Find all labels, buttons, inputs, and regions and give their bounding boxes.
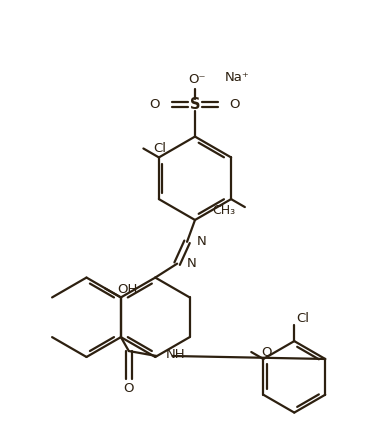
Text: O: O <box>261 346 272 359</box>
Text: N: N <box>187 257 197 270</box>
Text: Na⁺: Na⁺ <box>225 71 249 84</box>
Text: O: O <box>124 382 134 395</box>
Text: N: N <box>197 235 207 248</box>
Text: O: O <box>230 98 240 111</box>
Text: Cl: Cl <box>296 312 309 325</box>
Text: NH: NH <box>166 348 185 361</box>
Text: O⁻: O⁻ <box>188 74 206 87</box>
Text: CH₃: CH₃ <box>212 204 235 216</box>
Text: OH: OH <box>117 283 137 296</box>
Text: S: S <box>190 97 200 112</box>
Text: Cl: Cl <box>153 142 166 155</box>
Text: O: O <box>150 98 160 111</box>
